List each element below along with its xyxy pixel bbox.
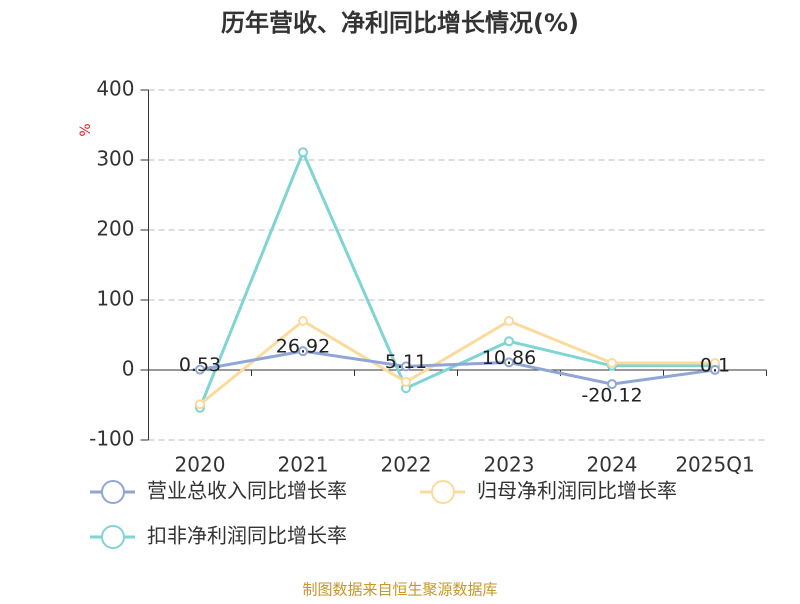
- x-tick-label: 2020: [175, 453, 226, 477]
- y-tick-label: 400: [96, 77, 134, 101]
- data-label: 0.1: [700, 354, 730, 376]
- legend-label: 扣非净利润同比增长率: [147, 524, 347, 548]
- data-point: [298, 147, 308, 158]
- x-tick-label: 2025Q1: [675, 453, 754, 477]
- data-label: 0.53: [179, 354, 221, 376]
- x-tick-label: 2024: [587, 453, 638, 477]
- data-point: [298, 316, 308, 326]
- data-point: [504, 336, 514, 347]
- data-label: 26.92: [276, 336, 330, 358]
- legend-label: 营业总收入同比增长率: [147, 479, 347, 503]
- legend-marker: [101, 525, 125, 549]
- x-tick-label: 2023: [484, 453, 535, 477]
- data-point: [504, 316, 514, 326]
- data-point: [195, 364, 205, 375]
- y-tick-label: 300: [96, 147, 134, 171]
- legend-label: 归母净利润同比增长率: [477, 479, 677, 503]
- data-point: [401, 376, 411, 387]
- source-note: 制图数据来自恒生聚源数据库: [302, 581, 497, 599]
- data-label: 5.11: [385, 351, 427, 373]
- series-line: [198, 148, 715, 409]
- data-point: [195, 399, 205, 410]
- data-point: [504, 357, 514, 368]
- chart-title: 历年营收、净利同比增长情况(%): [221, 9, 579, 37]
- data-point: [401, 361, 411, 372]
- legend-marker: [101, 480, 125, 504]
- series-line: [199, 349, 716, 386]
- y-tick-label: 0: [122, 357, 135, 381]
- data-label: -20.12: [581, 385, 642, 407]
- series-line: [199, 319, 715, 406]
- data-point: [607, 379, 617, 390]
- y-tick-label: -100: [89, 427, 134, 451]
- y-tick-label: 100: [96, 287, 134, 311]
- data-point: [607, 358, 617, 368]
- y-axis-label: %: [78, 123, 94, 136]
- x-tick-label: 2022: [381, 453, 432, 477]
- legend-marker: [431, 480, 455, 504]
- data-point: [710, 364, 720, 375]
- x-tick-label: 2021: [278, 453, 329, 477]
- y-tick-label: 200: [96, 217, 134, 241]
- data-label: 10.86: [482, 347, 536, 369]
- data-point: [298, 346, 308, 357]
